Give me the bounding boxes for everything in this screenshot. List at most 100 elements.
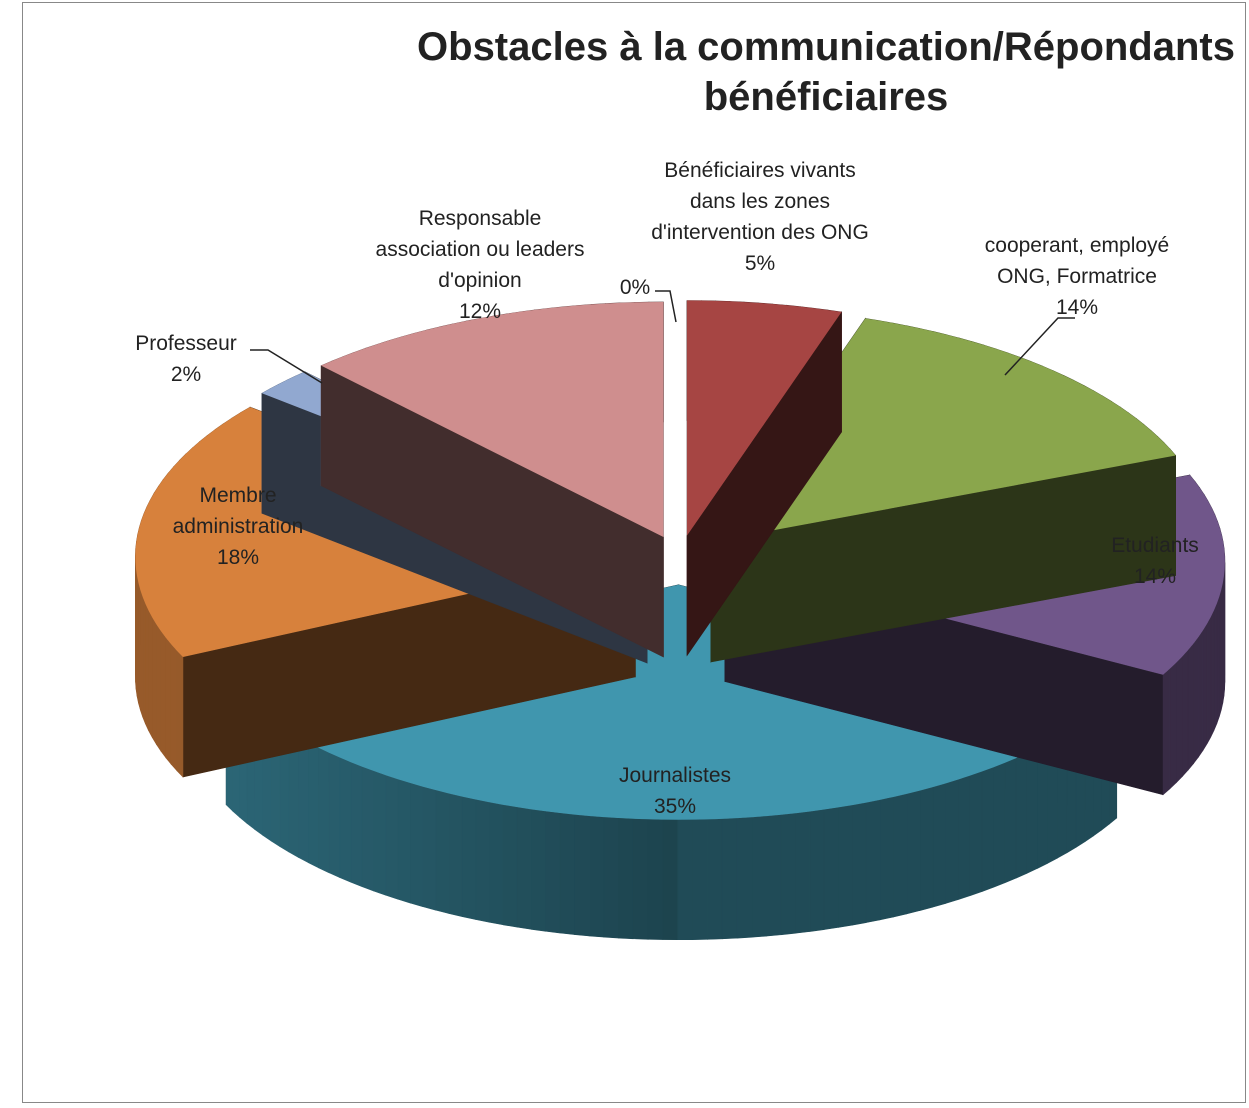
slice-side	[328, 752, 341, 879]
slice-side	[969, 771, 983, 897]
slice-side	[1193, 636, 1199, 765]
slice-side	[308, 742, 319, 869]
slice-side	[906, 790, 921, 915]
slice-side	[981, 766, 994, 892]
category-label: Responsable association ou leaders d'opi…	[375, 207, 585, 292]
slice-side	[865, 799, 881, 923]
slice-side	[1216, 596, 1220, 724]
slice-side	[1202, 622, 1208, 752]
data-label: Bénéficiaires vivants dans les zones d'i…	[640, 155, 880, 279]
slice-side	[385, 774, 399, 900]
slices	[135, 300, 1226, 941]
slice-side	[145, 603, 149, 731]
slice	[321, 301, 664, 537]
category-label: Journalistes	[618, 764, 732, 787]
category-label: Etudiants	[1111, 534, 1199, 557]
data-label: 0%	[605, 272, 665, 303]
slice-side	[545, 810, 561, 934]
category-label: Professeur	[135, 332, 237, 355]
data-label: Responsable association ou leaders d'opi…	[375, 203, 585, 327]
slice-side	[852, 802, 867, 926]
value-label: 18%	[216, 546, 260, 569]
data-label: Membre administration 18%	[143, 480, 333, 573]
slice-side	[574, 814, 590, 937]
slice-side	[647, 818, 664, 940]
slice-side	[531, 808, 546, 932]
slice-side	[662, 819, 679, 941]
slice-side	[932, 783, 946, 908]
data-label: cooperant, employé ONG, Formatrice 14%	[962, 230, 1192, 323]
value-label: 2%	[170, 363, 202, 386]
slice	[687, 300, 842, 536]
data-label: Journalistes 35%	[575, 760, 775, 822]
slice-side	[809, 809, 825, 932]
slice-side	[489, 801, 504, 926]
slice-group	[686, 300, 842, 657]
slice-side	[410, 782, 424, 908]
slice-side	[780, 812, 796, 936]
slice-side	[148, 610, 153, 738]
slice-side	[1176, 655, 1183, 784]
slice-side	[318, 747, 330, 874]
chart-frame	[22, 2, 1246, 1103]
slice-side	[422, 786, 437, 911]
slice-side	[1187, 642, 1194, 771]
leader-line	[655, 290, 677, 323]
slice-side	[1169, 661, 1177, 790]
slice-side	[140, 590, 144, 718]
slice-side	[559, 812, 575, 935]
slice-side	[152, 616, 157, 746]
slice-side	[448, 793, 463, 917]
slice-side	[170, 643, 178, 772]
value-label: 14%	[1133, 565, 1177, 588]
slice-side	[142, 596, 146, 725]
leader-line	[250, 349, 323, 384]
category-label: Bénéficiaires vivants dans les zones d'i…	[651, 159, 869, 244]
slice-side	[838, 804, 853, 928]
slice-side	[721, 817, 738, 940]
slice-side	[919, 786, 934, 911]
slice-side	[993, 762, 1006, 888]
value-label: 0%	[619, 276, 651, 299]
slice-side	[1206, 616, 1212, 744]
slice-side	[751, 815, 767, 938]
slice-side	[165, 636, 172, 765]
slice-side	[502, 804, 518, 928]
slice-side	[1213, 603, 1218, 731]
slice-side	[1015, 752, 1028, 879]
slice-side	[879, 796, 894, 921]
slice-side	[1210, 610, 1215, 738]
slice-side	[475, 799, 490, 923]
slice-side	[945, 779, 959, 904]
slice-side	[736, 816, 753, 939]
slice-side	[686, 311, 842, 657]
slice-side	[156, 623, 162, 752]
slice-side	[795, 811, 811, 934]
slice-side	[373, 770, 387, 896]
value-label: 12%	[458, 300, 502, 323]
data-label: Professeur 2%	[116, 328, 256, 390]
slice-side	[603, 816, 619, 939]
value-label: 5%	[744, 252, 776, 275]
slice-side	[350, 761, 363, 888]
slice-group	[320, 301, 664, 658]
value-label: 35%	[653, 795, 697, 818]
slice-side	[766, 814, 782, 937]
slice-side	[435, 789, 450, 914]
slice-side	[160, 630, 167, 759]
chart-title: Obstacles à la communication/Répondants …	[417, 25, 1235, 119]
leader-line	[1004, 317, 1075, 376]
slice-side	[339, 757, 352, 883]
data-label: Etudiants 14%	[1085, 530, 1225, 592]
slice-side	[1004, 757, 1017, 884]
slice-side	[823, 807, 839, 930]
slice-side	[692, 819, 708, 940]
slice-side	[298, 736, 309, 864]
slice-side	[1198, 629, 1204, 758]
slice-side	[707, 818, 723, 940]
slice-side	[893, 793, 908, 918]
slice-side	[516, 806, 532, 930]
slice-side	[176, 649, 184, 778]
